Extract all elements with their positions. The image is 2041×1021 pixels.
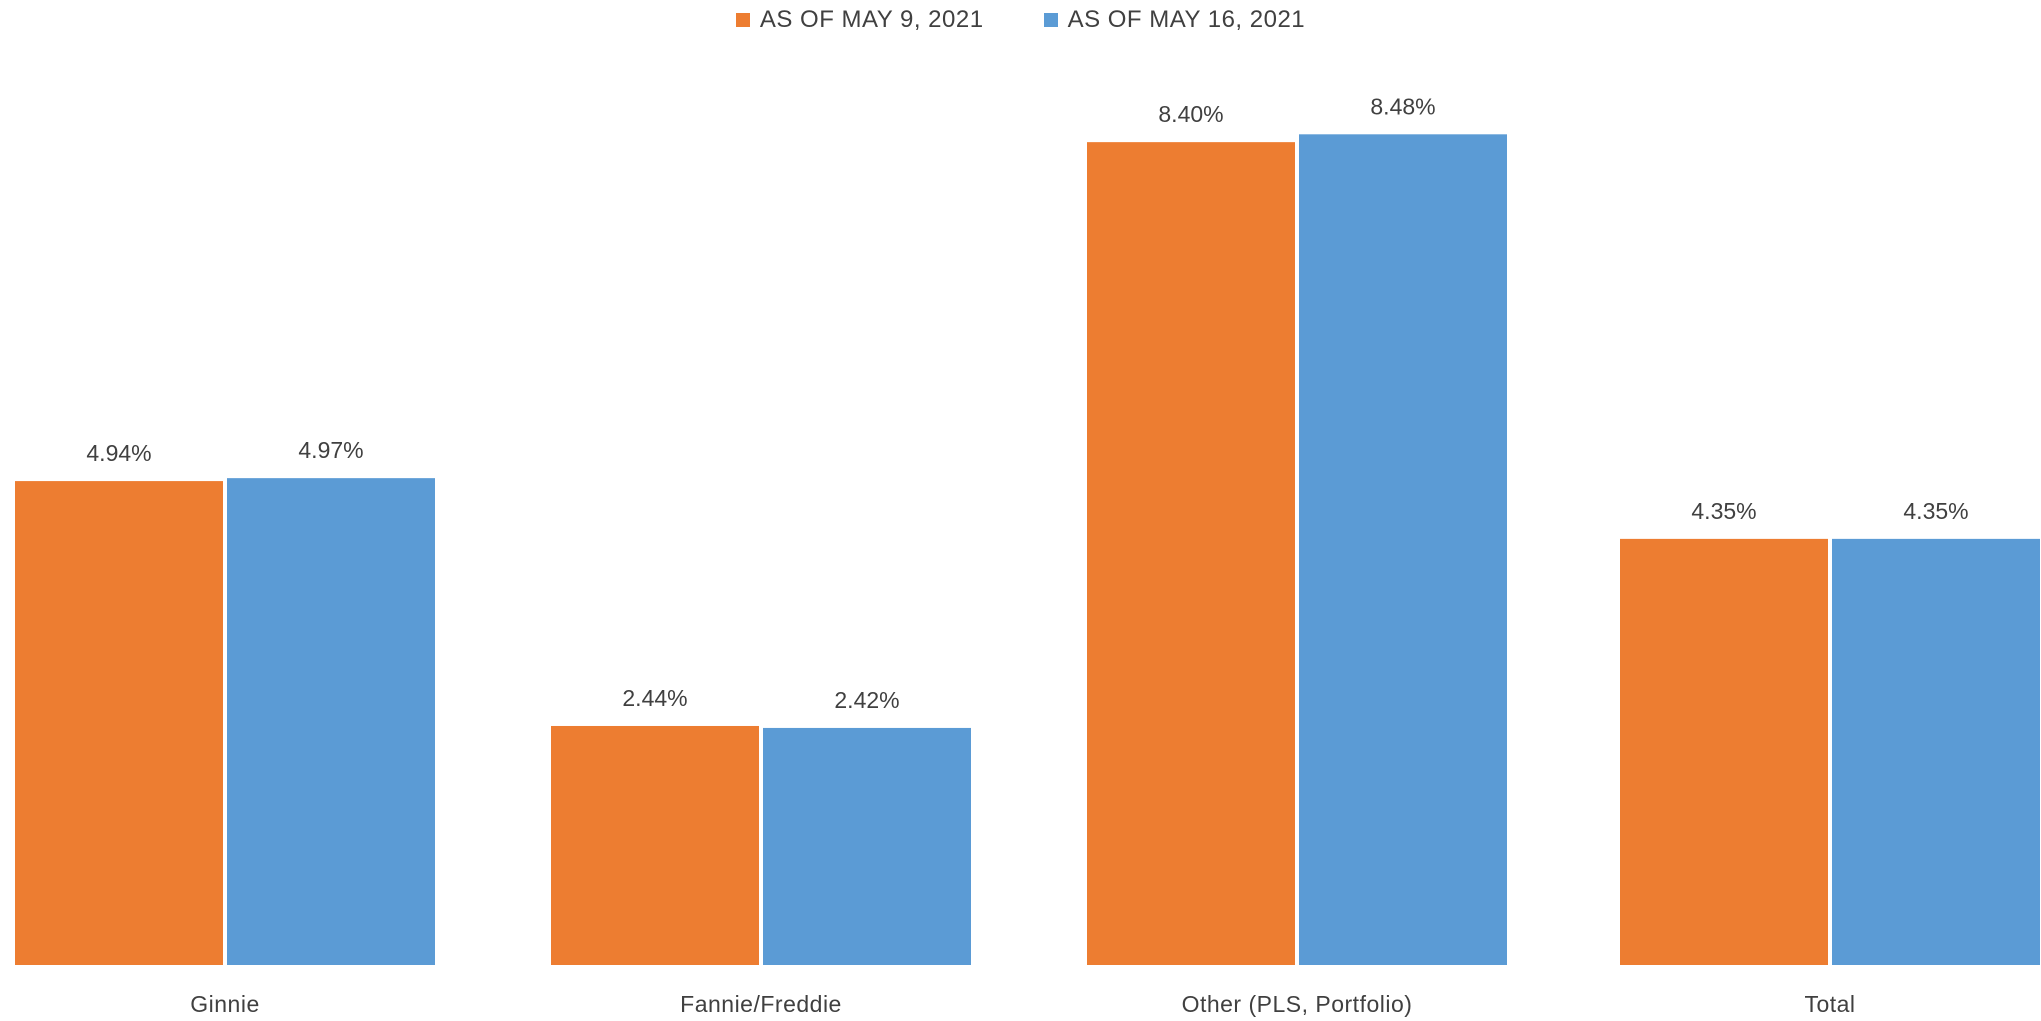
bar-2-4 — [1832, 538, 2040, 965]
data-label-2-1: 4.97% — [298, 437, 363, 463]
bars-group — [15, 134, 2040, 966]
data-label-1-1: 4.94% — [86, 440, 151, 466]
category-label-2: Fannie/Freddie — [680, 991, 842, 1017]
data-label-2-3: 8.48% — [1370, 93, 1435, 119]
bar-1-4 — [1620, 538, 1828, 965]
category-label-4: Total — [1804, 991, 1855, 1017]
bar-2-3 — [1299, 134, 1507, 965]
bar-1-1 — [15, 481, 223, 965]
category-labels-group: Ginnie Fannie/Freddie Other (PLS, Portfoli… — [190, 991, 1855, 1017]
data-label-2-4: 4.35% — [1903, 498, 1968, 524]
bar-1-3 — [1087, 142, 1295, 966]
data-labels-group: 4.94% 4.97% 2.44% 2.42% 8.40% 8.48% 4.35% 4.35% — [86, 93, 1968, 713]
bar-2-1 — [227, 478, 435, 965]
data-label-1-3: 8.40% — [1158, 101, 1223, 127]
legend-item-series-1: AS OF MAY 9, 2021 — [735, 6, 984, 34]
data-label-2-2: 2.42% — [834, 687, 899, 713]
legend-item-series-2: AS OF MAY 16, 2021 — [1043, 6, 1306, 34]
bar-1-2 — [551, 725, 759, 965]
bar-2-2 — [763, 727, 971, 965]
legend-swatch-series-2 — [1043, 13, 1058, 27]
legend: AS OF MAY 9, 2021 AS OF MAY 16, 2021 — [0, 6, 2041, 34]
data-label-1-4: 4.35% — [1691, 498, 1756, 524]
category-label-3: Other (PLS, Portfolio) — [1182, 991, 1413, 1017]
legend-label-series-2: AS OF MAY 16, 2021 — [1067, 6, 1306, 33]
legend-label-series-1: AS OF MAY 9, 2021 — [759, 6, 984, 33]
data-label-1-2: 2.44% — [622, 685, 687, 711]
legend-swatch-series-1 — [735, 13, 750, 27]
category-label-1: Ginnie — [190, 991, 259, 1017]
